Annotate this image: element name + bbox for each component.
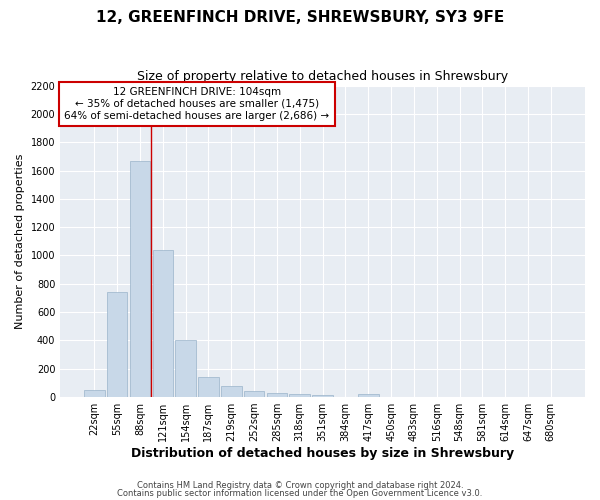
Bar (130, 160, 150, 397)
Y-axis label: Number of detached properties: Number of detached properties (15, 154, 25, 329)
Bar (244, 392, 265, 397)
Title: Size of property relative to detached houses in Shrewsbury: Size of property relative to detached ho… (137, 70, 508, 83)
Bar (84, 390, 104, 397)
Bar (266, 393, 287, 397)
Bar (152, 250, 173, 397)
Text: 12, GREENFINCH DRIVE, SHREWSBURY, SY3 9FE: 12, GREENFINCH DRIVE, SHREWSBURY, SY3 9F… (96, 10, 504, 25)
Bar (358, 394, 379, 397)
X-axis label: Distribution of detached houses by size in Shrewsbury: Distribution of detached houses by size … (131, 447, 514, 460)
Text: 12 GREENFINCH DRIVE: 104sqm
← 35% of detached houses are smaller (1,475)
64% of : 12 GREENFINCH DRIVE: 104sqm ← 35% of det… (64, 88, 329, 120)
Bar (313, 395, 333, 397)
Bar (221, 386, 242, 397)
Bar (289, 394, 310, 397)
Text: Contains public sector information licensed under the Open Government Licence v3: Contains public sector information licen… (118, 488, 482, 498)
Bar (175, 340, 196, 397)
Bar (198, 376, 219, 397)
Bar (107, 292, 127, 397)
Text: Contains HM Land Registry data © Crown copyright and database right 2024.: Contains HM Land Registry data © Crown c… (137, 481, 463, 490)
